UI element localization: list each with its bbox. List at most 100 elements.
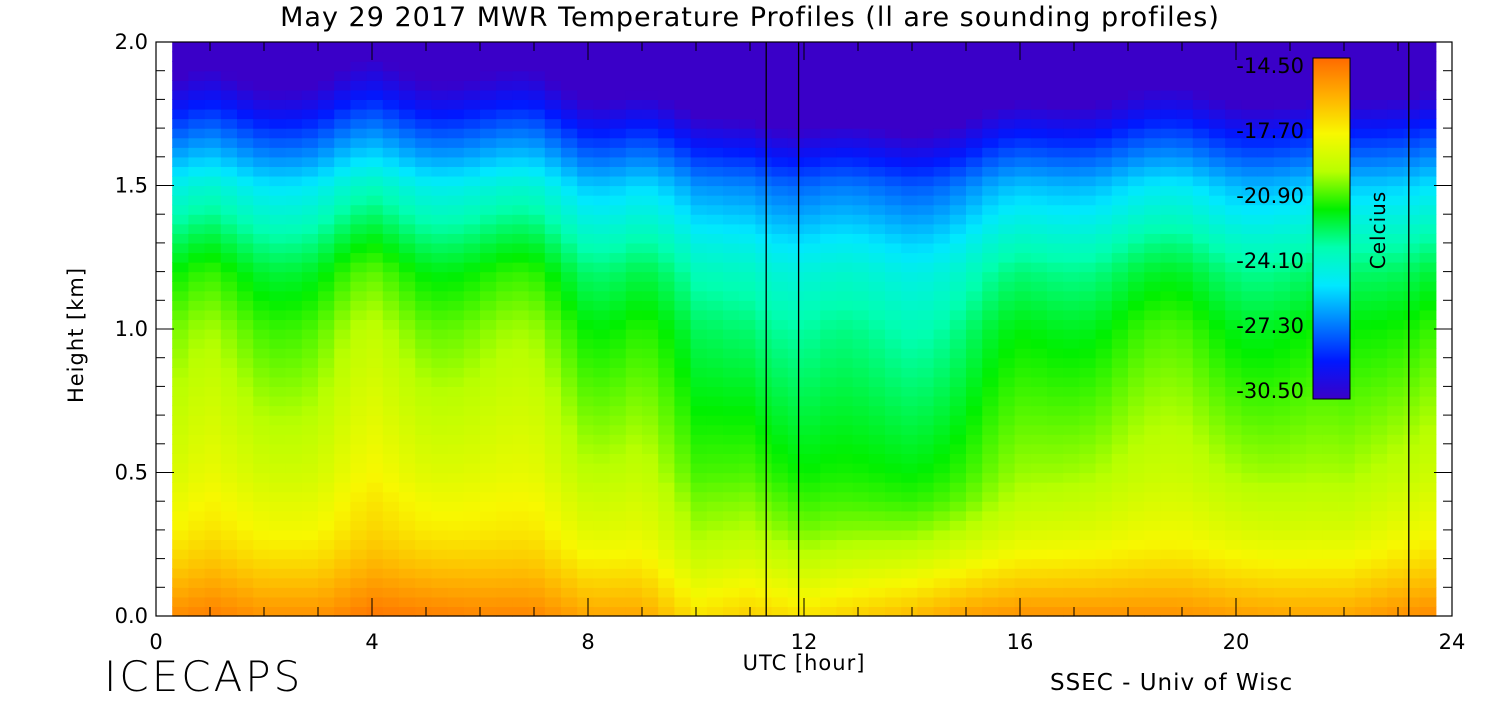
heatmap-cell: [399, 462, 416, 474]
heatmap-cell: [787, 577, 805, 588]
heatmap-cell: [868, 596, 886, 608]
heatmap-cell: [285, 175, 303, 187]
heatmap-cell: [949, 214, 967, 225]
heatmap-cell: [609, 300, 627, 311]
heatmap-cell: [1176, 395, 1194, 407]
heatmap-cell: [1128, 501, 1145, 512]
heatmap-cell: [188, 348, 206, 359]
heatmap-cell: [318, 462, 335, 474]
heatmap-cell: [674, 42, 692, 53]
heatmap-cell: [318, 376, 335, 387]
heatmap-cell: [658, 568, 675, 579]
heatmap-cell: [933, 329, 951, 340]
heatmap-cell: [998, 482, 1016, 493]
heatmap-cell: [480, 137, 497, 148]
heatmap-cell: [1273, 214, 1291, 225]
heatmap-cell: [1306, 549, 1323, 560]
heatmap-cell: [1273, 462, 1291, 474]
heatmap-cell: [1014, 329, 1032, 340]
heatmap-cell: [528, 51, 546, 62]
heatmap-cell: [1257, 338, 1275, 349]
heatmap-cell: [382, 281, 400, 292]
heatmap-cell: [917, 348, 935, 359]
heatmap-cell: [512, 89, 530, 100]
heatmap-cell: [755, 568, 773, 579]
heatmap-cell: [998, 195, 1016, 206]
heatmap-cell: [382, 329, 400, 340]
heatmap-cell: [642, 357, 659, 368]
heatmap-cell: [220, 51, 238, 62]
heatmap-cell: [172, 501, 189, 512]
heatmap-cell: [1095, 338, 1113, 349]
heatmap-cell: [350, 376, 368, 387]
heatmap-cell: [625, 367, 643, 378]
heatmap-cell: [285, 329, 303, 340]
heatmap-cell: [366, 42, 384, 53]
heatmap-cell: [1419, 405, 1437, 416]
heatmap-cell: [382, 606, 400, 617]
heatmap-cell: [1192, 233, 1210, 244]
heatmap-cell: [463, 568, 481, 579]
heatmap-cell: [933, 128, 951, 139]
heatmap-cell: [544, 242, 562, 254]
heatmap-cell: [1306, 472, 1323, 483]
heatmap-cell: [1128, 128, 1145, 139]
heatmap-cell: [577, 166, 594, 177]
heatmap-cell: [204, 242, 222, 254]
heatmap-cell: [625, 415, 643, 426]
heatmap-cell: [1063, 51, 1080, 62]
heatmap-cell: [577, 606, 594, 617]
heatmap-cell: [690, 108, 708, 120]
heatmap-cell: [966, 233, 983, 244]
heatmap-cell: [593, 156, 611, 167]
heatmap-cell: [1176, 175, 1194, 187]
heatmap-cell: [771, 175, 789, 187]
heatmap-cell: [1403, 386, 1421, 397]
heatmap-cell: [399, 233, 416, 244]
heatmap-cell: [1419, 242, 1437, 254]
heatmap-cell: [544, 501, 562, 512]
heatmap-cell: [625, 395, 643, 407]
heatmap-cell: [1144, 262, 1161, 273]
heatmap-cell: [1176, 329, 1194, 340]
heatmap-cell: [366, 453, 384, 464]
heatmap-cell: [787, 300, 805, 311]
heatmap-cell: [1176, 166, 1194, 177]
heatmap-cell: [544, 482, 562, 493]
heatmap-cell: [625, 434, 643, 445]
heatmap-cell: [1209, 80, 1226, 91]
heatmap-cell: [820, 386, 837, 397]
heatmap-cell: [982, 606, 999, 617]
heatmap-cell: [415, 472, 432, 483]
heatmap-cell: [1273, 338, 1291, 349]
heatmap-cell: [1209, 252, 1226, 263]
heatmap-cell: [1063, 233, 1080, 244]
heatmap-cell: [1063, 156, 1080, 167]
heatmap-cell: [334, 166, 351, 177]
heatmap-cell: [1176, 233, 1194, 244]
heatmap-cell: [188, 596, 206, 608]
heatmap-cell: [220, 319, 238, 330]
heatmap-cell: [382, 108, 400, 120]
heatmap-cell: [1387, 376, 1404, 387]
heatmap-cell: [188, 367, 206, 378]
heatmap-cell: [301, 462, 319, 474]
heatmap-cell: [1030, 424, 1048, 435]
heatmap-cell: [755, 338, 773, 349]
heatmap-cell: [512, 281, 530, 292]
heatmap-cell: [1306, 434, 1323, 445]
heatmap-cell: [1354, 61, 1372, 72]
heatmap-cell: [1322, 415, 1340, 426]
heatmap-cell: [1128, 185, 1145, 196]
heatmap-cell: [318, 520, 335, 531]
heatmap-cell: [1209, 348, 1226, 359]
heatmap-cell: [852, 587, 870, 598]
heatmap-cell: [771, 204, 789, 215]
heatmap-cell: [204, 108, 222, 120]
heatmap-cell: [1403, 549, 1421, 560]
heatmap-cell: [966, 357, 983, 368]
heatmap-cell: [804, 367, 821, 378]
heatmap-cell: [301, 185, 319, 196]
heatmap-cell: [512, 386, 530, 397]
heatmap-cell: [496, 137, 513, 148]
